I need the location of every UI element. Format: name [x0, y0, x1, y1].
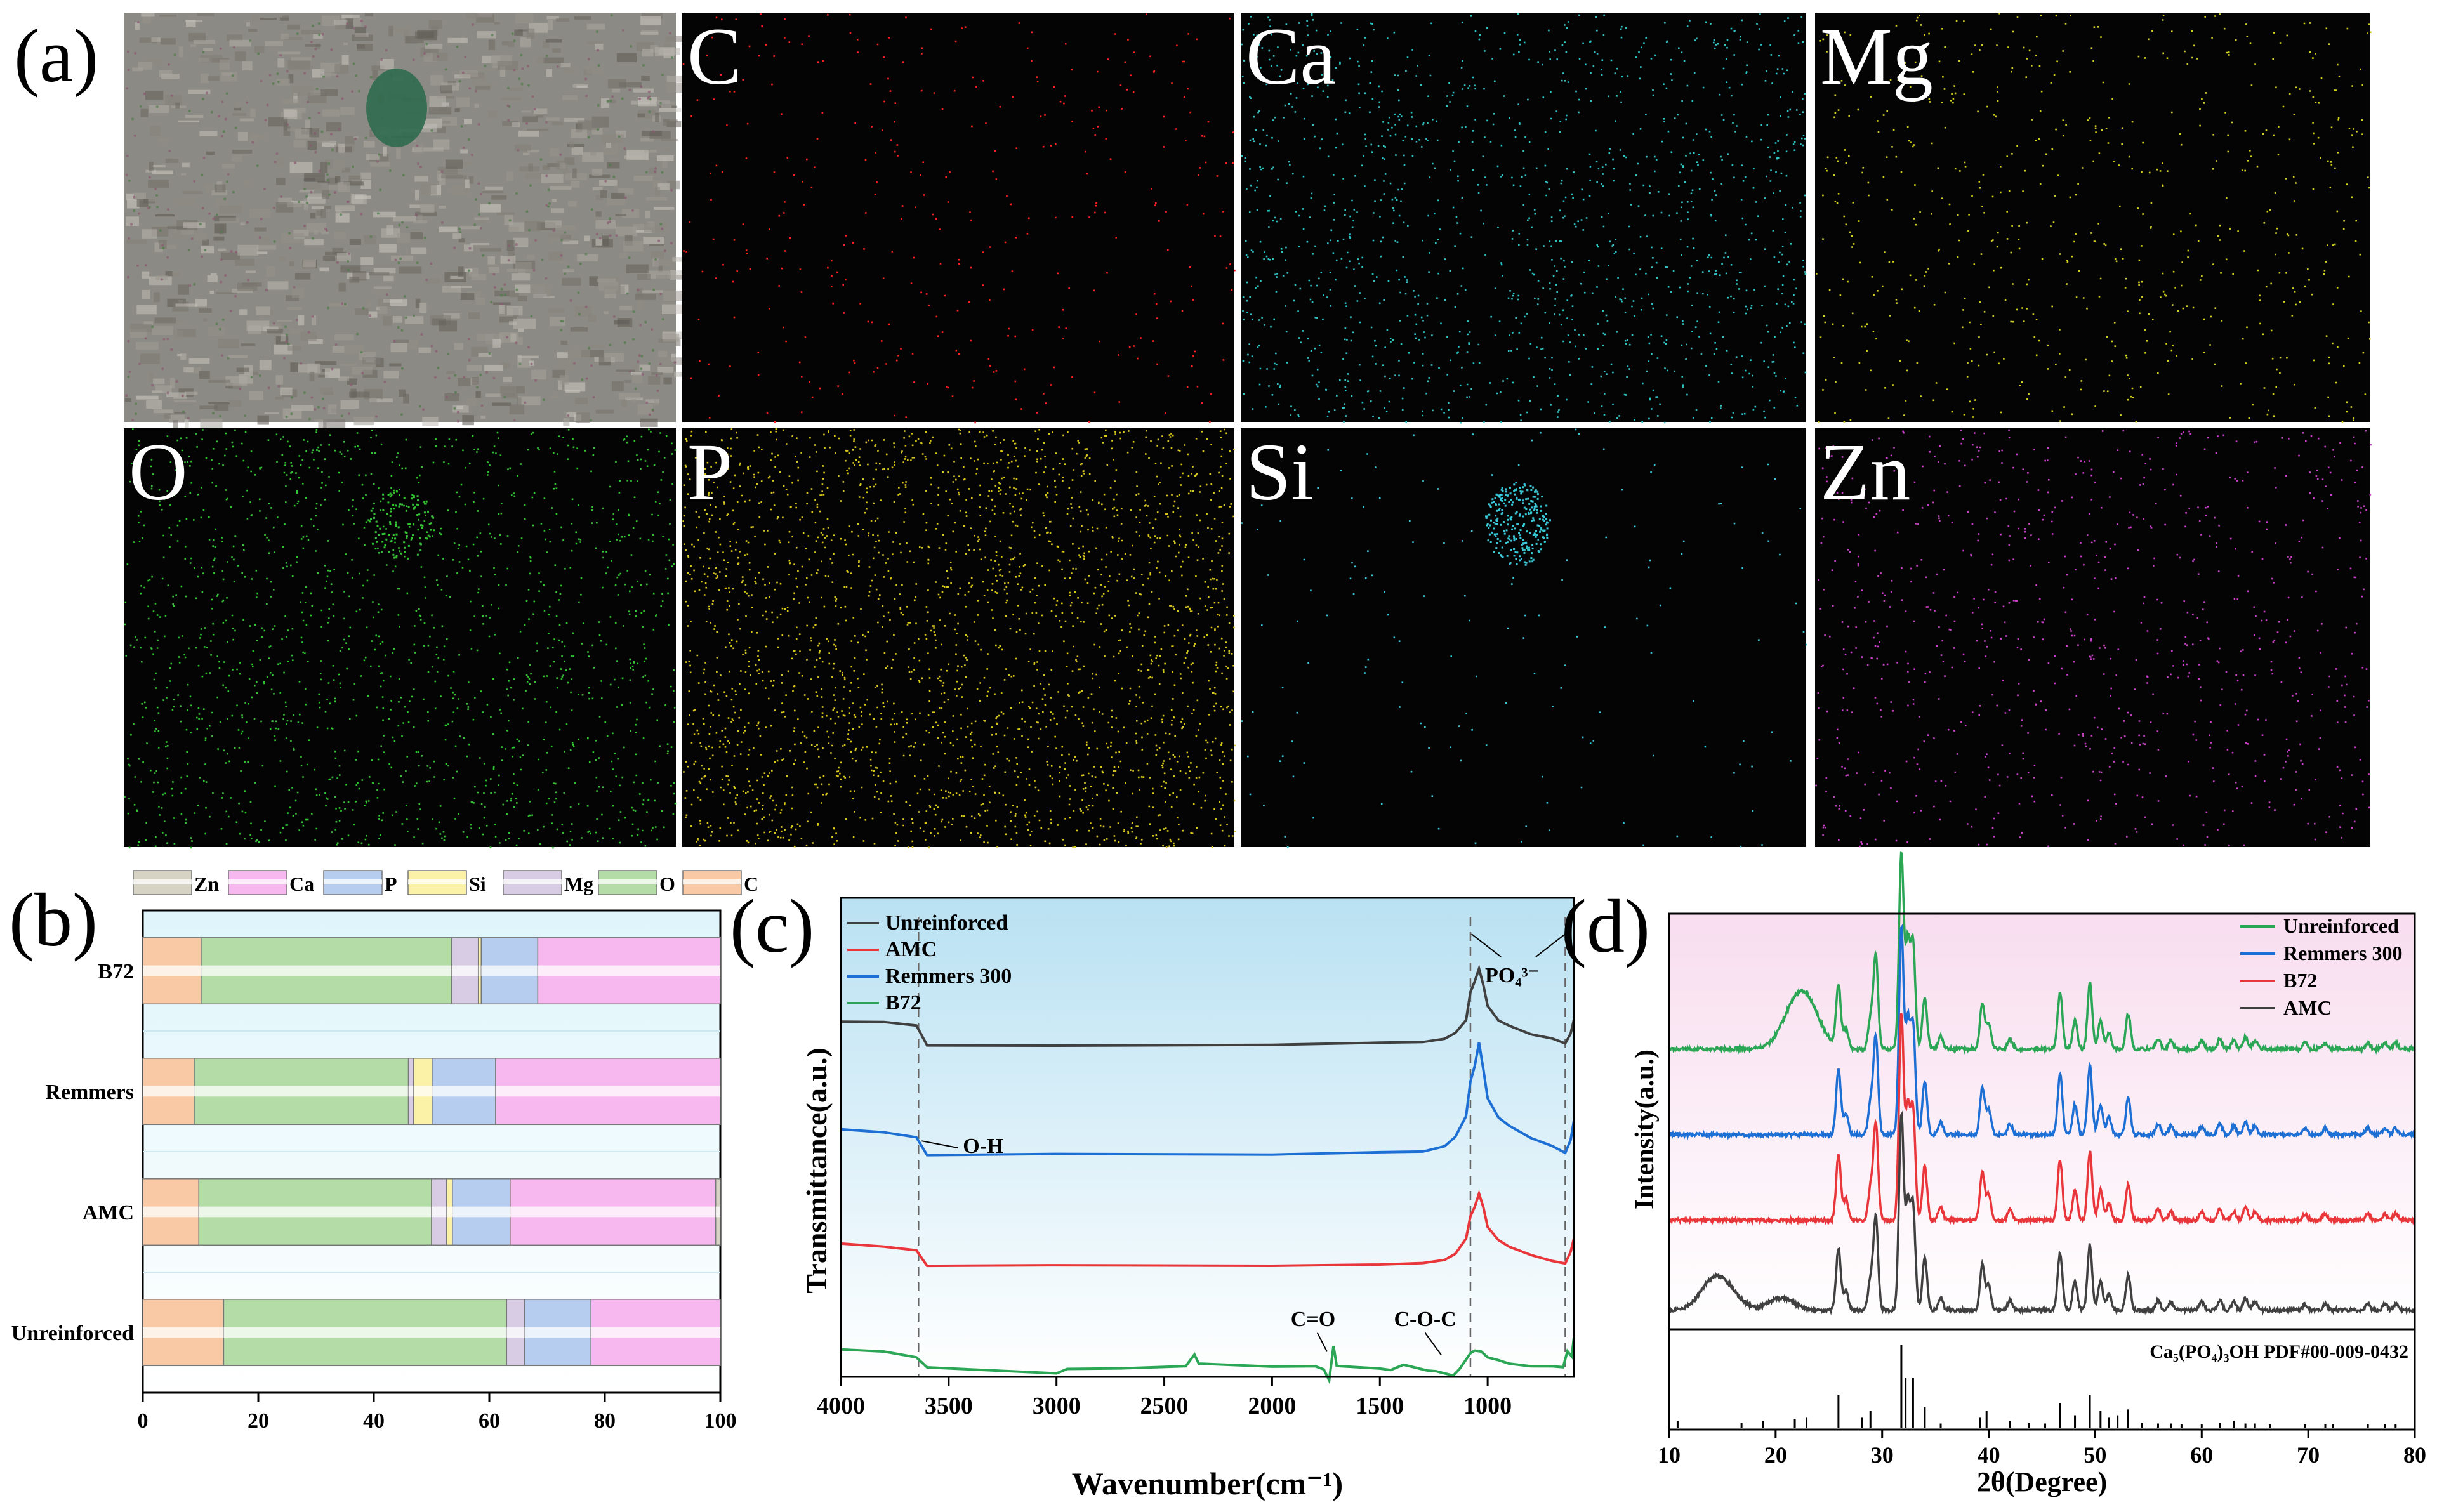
series-line-amc: [1668, 1110, 2415, 1317]
eds-map-mg: Mg: [1815, 11, 2372, 423]
eds-map-si: Si: [1241, 427, 1807, 848]
panel-a-label: (a): [14, 13, 98, 98]
eds-map-label: C: [687, 11, 741, 102]
x-tick-label: 100: [704, 1409, 737, 1433]
chart-c-lines: Unreinforced AMC Remmers 300 B72 O-H C=O C-O-C…: [840, 911, 1575, 1385]
category-label: Remmers: [45, 1081, 134, 1104]
legend-label: P: [385, 872, 397, 895]
panel-c: (c) Unreinforced AMC Remmers 300 B72 O-H C=O C…: [730, 884, 1575, 1501]
x-tick-label: 70: [2297, 1442, 2320, 1468]
x-tick-label: 10: [1658, 1442, 1681, 1468]
legend-label: Zn: [194, 872, 219, 895]
panel-b-label: (b): [9, 878, 98, 962]
x-tick-label: 80: [594, 1409, 616, 1433]
x-tick-label: 20: [1764, 1442, 1787, 1468]
panel-d: (d) Ca₅(PO₄)₃OH PDF#00-009-0432 Unreinfor…: [1561, 851, 2426, 1497]
x-tick-label: 30: [1871, 1442, 1894, 1468]
y-axis-title: Intensity(a.u.): [1630, 1049, 1660, 1209]
legend-label: Unreinforced: [2283, 914, 2399, 937]
chart-d-plot-area: [1669, 914, 2415, 1329]
chart-b-bars: [142, 937, 721, 1367]
eds-map-label: Zn: [1820, 427, 1910, 517]
x-tick-label: 0: [138, 1409, 149, 1433]
legend-label: AMC: [2283, 996, 2332, 1019]
x-tick-label: 2500: [1140, 1393, 1189, 1419]
reference-label: Ca₅(PO₄)₃OH PDF#00-009-0432: [2150, 1341, 2408, 1362]
x-axis-title: Wavenumber(cm⁻¹): [1072, 1466, 1343, 1501]
annotation-label: O-H: [963, 1134, 1003, 1158]
x-tick-label: 3000: [1033, 1393, 1081, 1419]
eds-map-p: P: [682, 427, 1236, 849]
annotation-label: PO₄³⁻: [1485, 964, 1540, 987]
eds-map-grid: C Ca Mg O P Si Zn: [124, 11, 2372, 849]
x-tick-label: 4000: [817, 1393, 865, 1419]
x-tick-label: 60: [479, 1409, 500, 1433]
eds-map-label: P: [687, 427, 732, 517]
eds-map-sem: [124, 13, 692, 430]
series-line-remmers-300: [840, 1042, 1575, 1157]
x-tick-label: 1500: [1356, 1393, 1404, 1419]
eds-map-label: Ca: [1246, 11, 1336, 102]
panel-c-label: (c): [730, 884, 814, 968]
x-tick-label: 40: [363, 1409, 385, 1433]
legend-label: Remmers 300: [885, 964, 1012, 988]
chart-b-legend: Zn Ca P Si Mg O C: [133, 870, 758, 895]
chart-d-axes: 10 20 30 40 50 60 70 80 2θ(Degree) Intensity(a.u.…: [1630, 1049, 2426, 1497]
legend-label: B72: [885, 991, 921, 1015]
series-line-remmers-300: [1668, 923, 2415, 1141]
eds-map-label: Mg: [1820, 11, 1933, 102]
category-label: AMC: [83, 1201, 134, 1225]
eds-map-label: O: [129, 427, 187, 517]
series-line-unreinforced: [840, 964, 1575, 1048]
series-line-amc: [840, 1189, 1575, 1268]
y-axis-title: Transmittance(a.u.): [800, 1048, 833, 1294]
annotation-label: C-O-C: [1394, 1308, 1456, 1331]
legend-label: Mg: [564, 872, 593, 895]
x-tick-label: 80: [2403, 1442, 2426, 1468]
eds-map-c: C: [682, 11, 1236, 424]
legend-label: AMC: [885, 938, 937, 961]
series-line-b72: [840, 1337, 1575, 1385]
panel-d-label: (d): [1561, 884, 1650, 968]
chart-b-axes: Unreinforced AMC Remmers B72 0 20 40 60 80 100: [11, 960, 737, 1433]
legend-label: B72: [2283, 969, 2317, 992]
x-tick-label: 3500: [925, 1393, 973, 1419]
x-tick-label: 20: [248, 1409, 269, 1433]
legend-label: Ca: [289, 872, 314, 895]
category-label: Unreinforced: [11, 1322, 134, 1345]
eds-map-zn: Zn: [1815, 427, 2372, 848]
annotation-label: C=O: [1291, 1308, 1335, 1331]
legend-label: Remmers 300: [2283, 942, 2402, 964]
eds-map-label: Si: [1246, 427, 1314, 517]
eds-map-ca: Ca: [1241, 11, 1807, 424]
eds-map-o: O: [124, 427, 677, 849]
category-label: B72: [98, 960, 134, 983]
x-axis-title: 2θ(Degree): [1977, 1466, 2107, 1497]
series-line-unreinforced: [1668, 851, 2415, 1055]
series-line-b72: [1668, 1013, 2415, 1226]
legend-label: Si: [469, 872, 486, 895]
chart-d-lines: Ca₅(PO₄)₃OH PDF#00-009-0432 Unreinforced R…: [1668, 851, 2415, 1428]
x-tick-label: 50: [2084, 1442, 2106, 1468]
legend-label: C: [744, 872, 758, 895]
panel-b: (b) Zn Ca P Si Mg O C Unreinforced AMC Remmers B7…: [9, 870, 758, 1433]
chart-c-plot-area: [841, 898, 1574, 1377]
x-tick-label: 2000: [1248, 1393, 1296, 1419]
x-tick-label: 1000: [1463, 1393, 1512, 1419]
legend-label: Unreinforced: [885, 911, 1008, 935]
legend-label: O: [659, 872, 675, 895]
x-tick-label: 40: [1978, 1442, 2000, 1468]
x-tick-label: 60: [2190, 1442, 2213, 1468]
panel-a: (a) C Ca Mg O P Si Zn: [14, 11, 2372, 849]
chart-c-axes: 4000 3500 3000 2500 2000 1500 1000 Wavenumber(c…: [800, 1048, 1512, 1501]
